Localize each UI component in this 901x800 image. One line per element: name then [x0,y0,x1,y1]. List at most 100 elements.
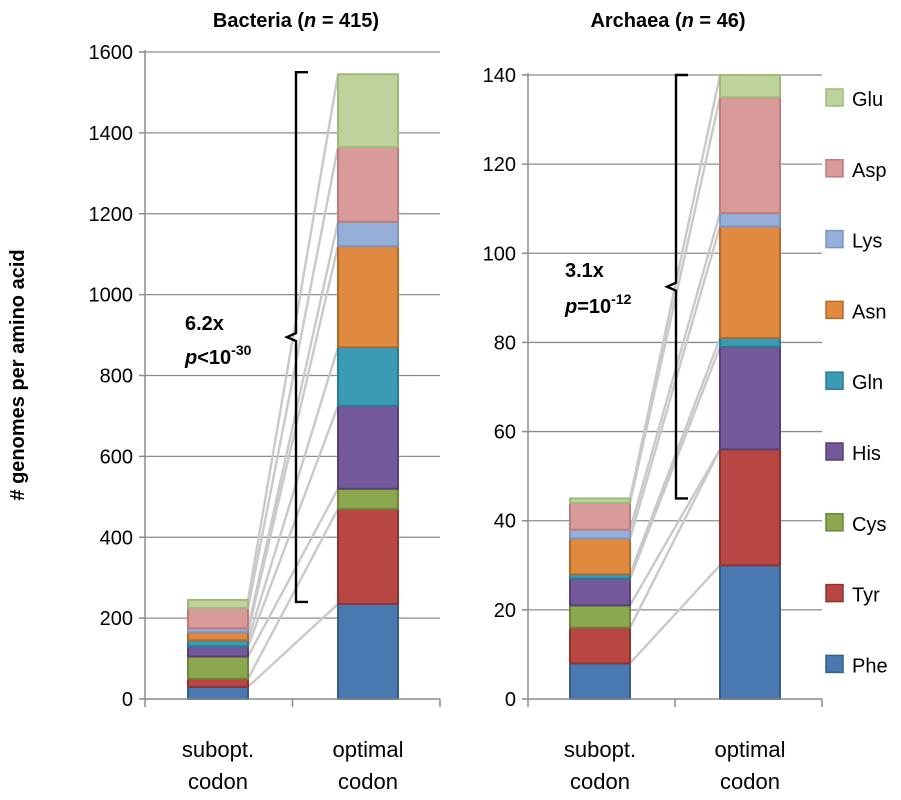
legend-label-lys: Lys [852,231,882,253]
connector-phe [629,564,721,665]
connector-his [246,405,340,647]
y-tick-label: 1000 [89,285,134,307]
bar-segment-lys-optimal [337,220,399,248]
bacteria-panel: Bacteria (n = 415) 0 200 400 600 800 1000 1200… [89,10,441,794]
bar-segment-asn-subopt [187,631,249,642]
category-label: subopt. codon [182,737,254,794]
connector-cys [628,448,722,606]
legend: Glu Asp Lys Asn Gln His Cys Tyr Phe [825,88,888,677]
y-tick-label: 400 [100,527,133,549]
bar-segment-his-subopt [569,577,631,607]
bar-segment-tyr-subopt [187,677,249,688]
legend-label-asp: Asp [852,160,886,182]
bar-segment-asn-subopt [569,537,631,576]
significance-bracket [664,73,688,500]
archaea-fold-change: 3.1x [565,260,604,282]
bar-segment-phe-optimal [337,602,399,700]
bar-segment-his-subopt [187,645,249,658]
y-tick-label: 1400 [89,123,134,145]
connector-phe [247,603,339,688]
y-tick-label: 0 [505,689,516,711]
legend-label-glu: Glu [852,89,883,111]
bar-segment-asp-optimal [337,146,399,223]
bacteria-fold-change: 6.2x [185,313,224,335]
y-tick-label: 20 [494,600,516,622]
legend-label-asn: Asn [852,301,886,323]
y-axis-label: # genomes per amino acid [7,249,29,500]
category-label: optimal codon [333,737,404,794]
bar-segment-tyr-optimal [337,507,399,605]
bacteria-connectors [246,74,340,688]
bacteria-axes [139,50,441,707]
bar-segment-asp-subopt [187,607,249,630]
bar-segment-his-optimal [337,404,399,490]
bar-segment-lys-subopt [569,528,631,540]
archaea-annotation: 3.1x p=10-12 [564,73,688,500]
bar-segment-cys-subopt [569,604,631,629]
category-label: subopt. codon [564,737,636,794]
bar-segment-gln-optimal [719,336,781,348]
bar-segment-asn-optimal [337,245,399,349]
bar-segment-glu-optimal [337,73,399,149]
archaea-bars [569,74,781,700]
connector-lys [246,221,340,629]
y-tick-label: 140 [483,65,516,87]
archaea-p-value: p=10-12 [564,291,632,318]
archaea-y-ticks: 0 20 40 60 80 100 120 140 [483,65,516,711]
bar-segment-tyr-subopt [569,626,631,665]
bacteria-bars [187,73,399,701]
bar-segment-glu-subopt [569,497,631,504]
archaea-category-labels: subopt. codon optimal codon [564,737,786,794]
y-tick-label: 1200 [89,204,134,226]
legend-label-his: His [852,443,881,465]
legend-swatch-lys [825,229,844,249]
bar-segment-cys-optimal [337,487,399,510]
connector-asp [246,146,340,609]
legend-swatch-asn [825,300,844,320]
category-label: optimal codon [715,737,786,794]
connector-cys [246,488,340,658]
bacteria-category-labels: subopt. codon optimal codon [182,737,404,794]
legend-swatch-asp [825,159,844,178]
legend-label-gln: Gln [852,372,883,394]
legend-swatch-phe [825,654,844,674]
bacteria-gridlines [145,51,440,619]
connector-tyr [628,448,722,629]
y-tick-label: 100 [483,243,516,265]
y-tick-label: 1600 [89,42,134,64]
bar-segment-his-optimal [719,345,781,451]
bacteria-annotation: 6.2x p<10-30 [184,71,308,604]
bar-segment-glu-subopt [187,598,249,610]
legend-swatch-glu [825,88,844,107]
bar-segment-gln-optimal [337,346,399,407]
bar-segment-phe-subopt [569,662,631,700]
bar-segment-asp-subopt [569,501,631,531]
y-tick-label: 80 [494,332,516,354]
bacteria-p-value: p<10-30 [184,342,252,369]
legend-label-phe: Phe [852,655,888,677]
significance-bracket [284,71,308,604]
legend-swatch-gln [825,371,844,390]
y-tick-label: 200 [100,608,133,630]
connector-tyr [246,508,340,680]
connector-asn [246,245,340,633]
bar-segment-asp-optimal [719,96,781,215]
y-tick-label: 40 [494,511,516,533]
y-tick-label: 800 [100,366,133,388]
legend-label-cys: Cys [852,514,886,536]
y-tick-label: 600 [100,446,133,468]
connector-glu [628,74,722,499]
bacteria-y-ticks: 0 200 400 600 800 1000 1200 1400 1600 [89,42,134,711]
connector-gln [246,346,340,641]
bar-segment-lys-optimal [719,212,781,228]
bar-segment-phe-subopt [187,685,249,701]
archaea-panel: Archaea (n = 46) 0 20 40 60 80 100 120 140 subo… [483,10,823,794]
bar-segment-asn-optimal [719,225,781,339]
bacteria-title: Bacteria (n = 415) [213,10,379,32]
bar-segment-tyr-optimal [719,448,781,567]
archaea-axes [522,73,823,707]
connector-glu [246,74,340,601]
legend-swatch-tyr [825,583,844,603]
legend-swatch-cys [825,513,844,532]
